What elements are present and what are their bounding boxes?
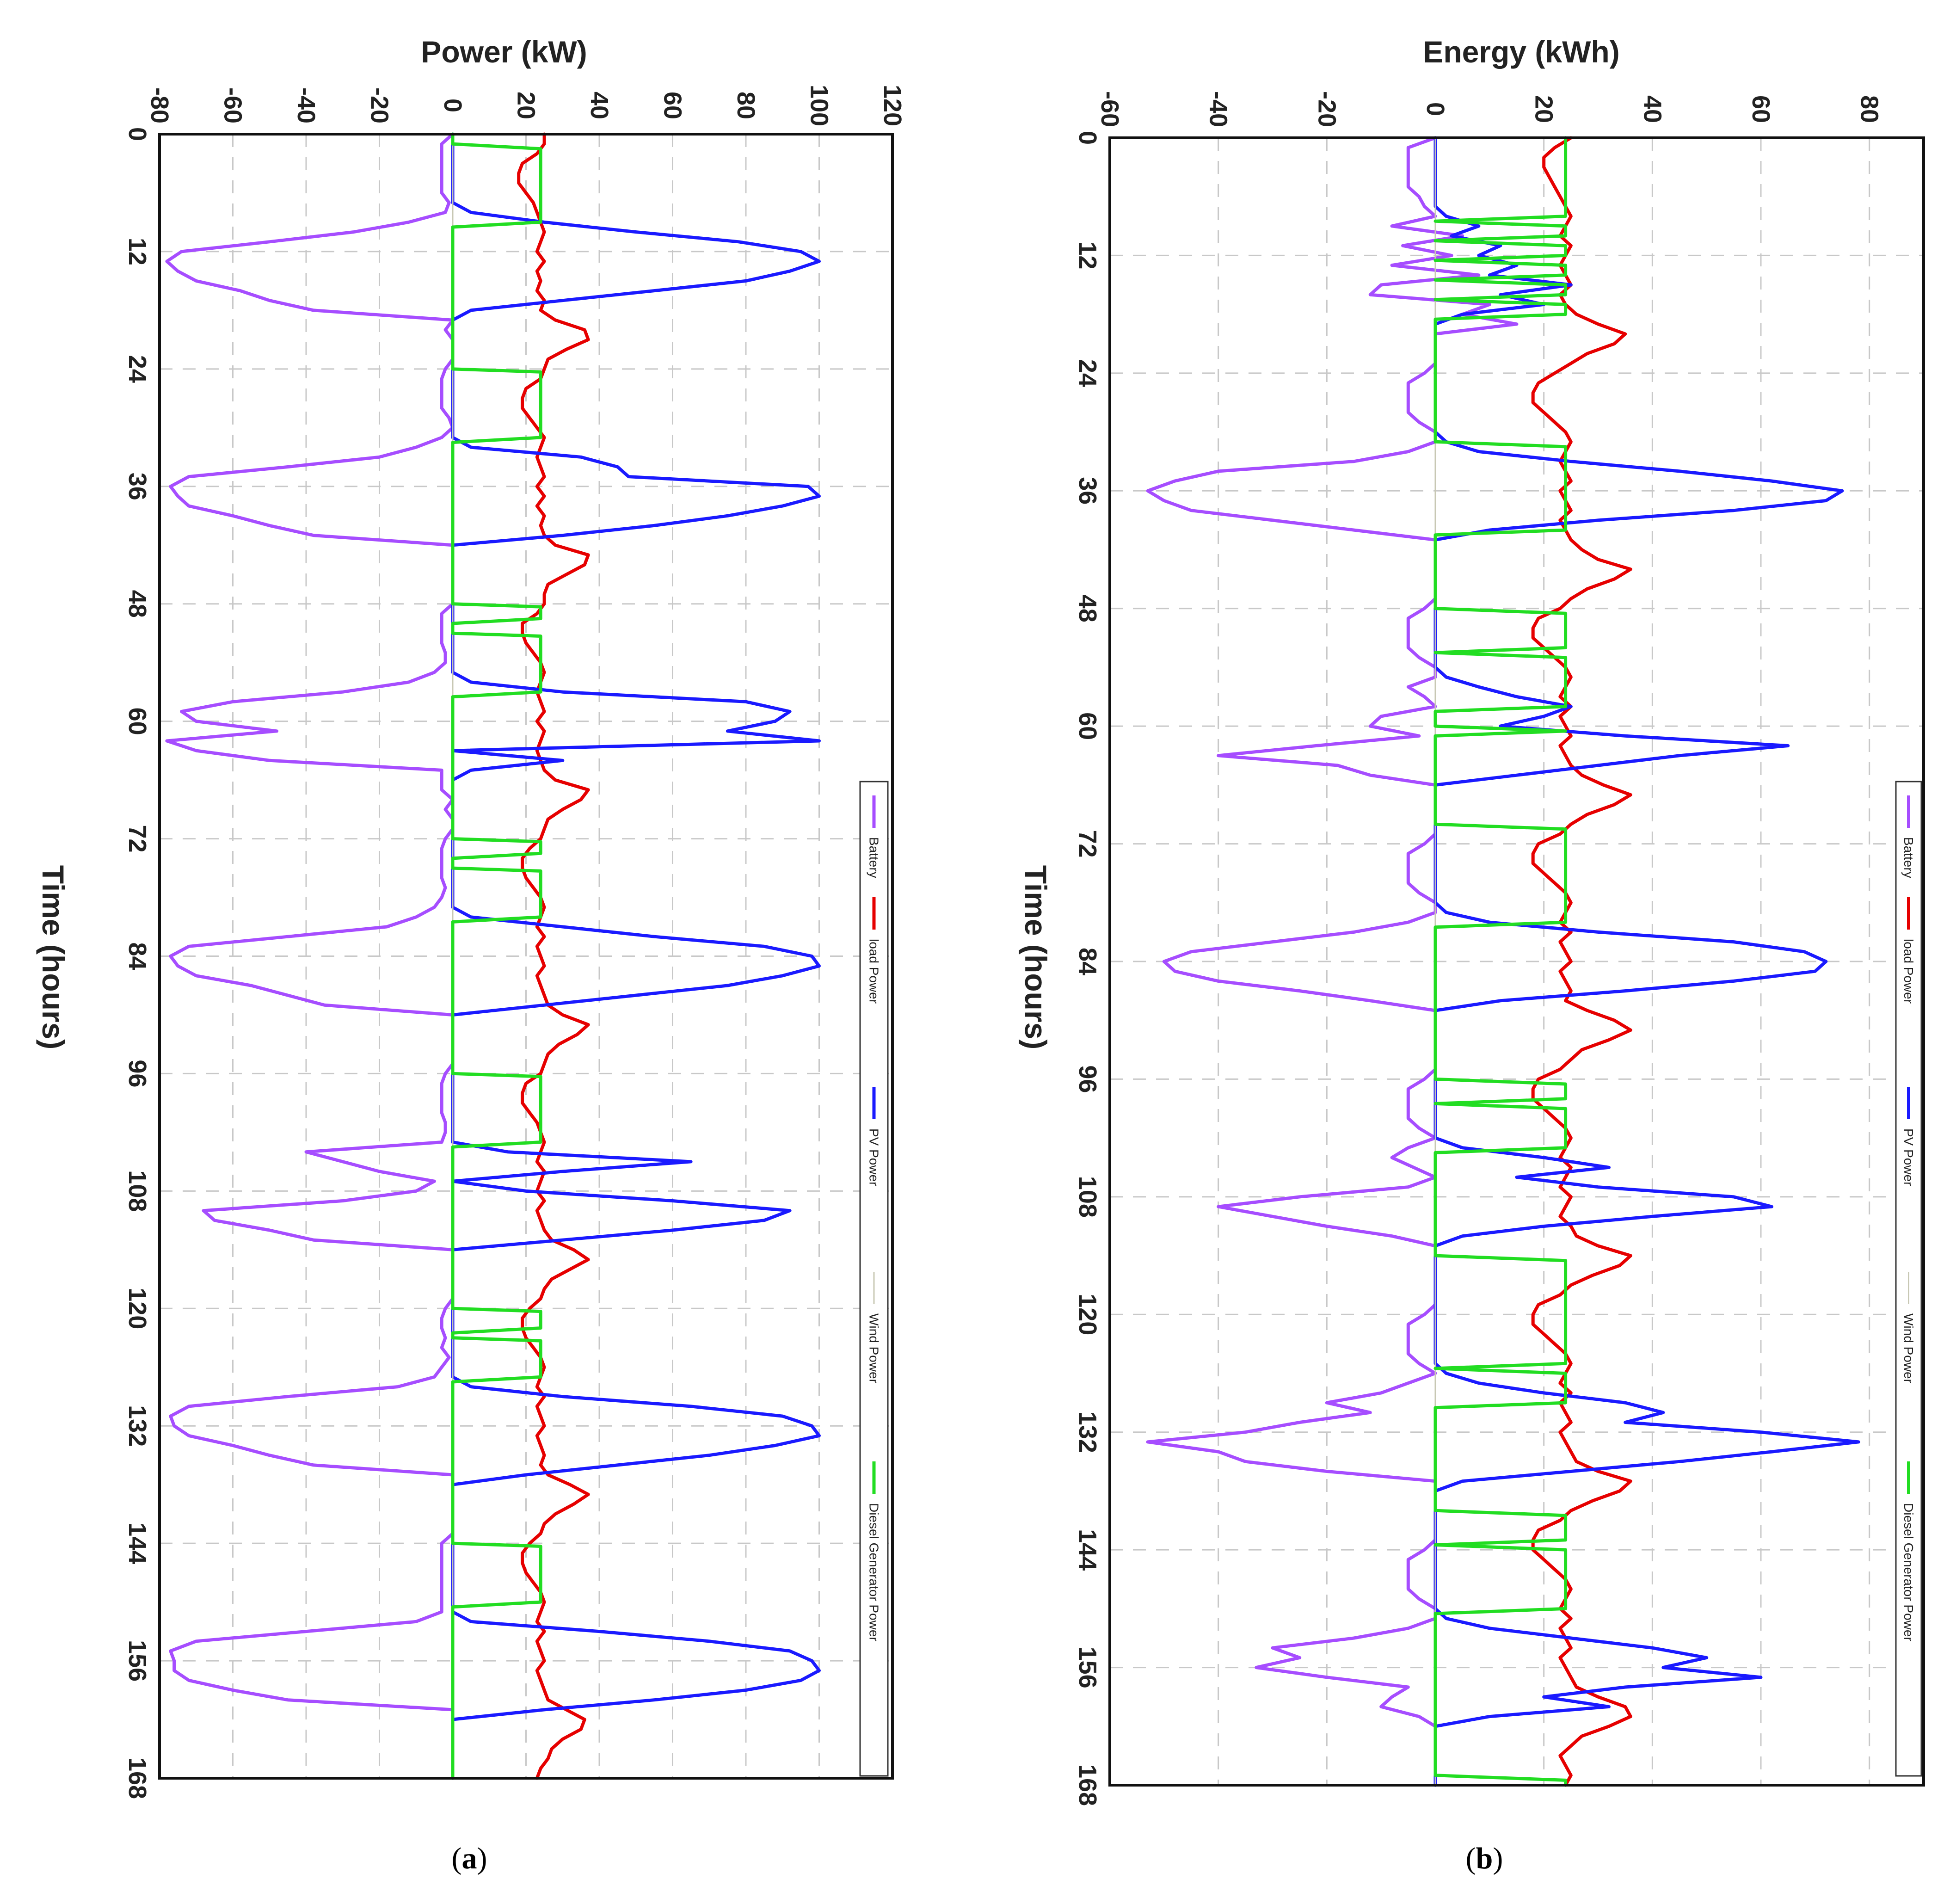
tick-label-time: 168 (123, 1757, 151, 1799)
tick-label-value: 40 (1638, 95, 1666, 123)
tick-label-value: -40 (1205, 91, 1232, 127)
tick-label-time: 36 (1074, 477, 1101, 505)
tick-label-value: 20 (512, 92, 540, 119)
tick-label-value: -20 (1313, 91, 1341, 127)
tick-labels-a: -80 -60 -40 -20 0 20 40 60 80 100 120 0 12 24 36 48 60 72… (123, 85, 906, 1799)
legend-label-pv-power: PV Power (867, 1128, 881, 1186)
tick-label-value: 0 (439, 99, 467, 112)
tick-label-time: 0 (123, 127, 151, 141)
y-axis-label-a: Power (kW) (421, 35, 587, 69)
tick-label-time: 120 (1074, 1294, 1101, 1335)
tick-label-value: 120 (879, 85, 906, 126)
tick-label-value: 60 (1747, 95, 1775, 123)
series-line-load-power (1531, 136, 1632, 1787)
tick-label-time: 60 (1074, 712, 1101, 740)
tick-label-value: 0 (1421, 102, 1449, 116)
tick-label-value: -40 (292, 87, 320, 123)
legend-label-wind-power: Wind Power (1901, 1313, 1916, 1383)
series-group-b (1146, 136, 1860, 1787)
tick-label-value: 80 (732, 92, 760, 119)
tick-label-time: 12 (1074, 241, 1101, 269)
series-line-diesel-generator-power (1433, 136, 1568, 1787)
tick-label-time: 156 (1074, 1647, 1101, 1688)
legend-label-battery: Battery (1901, 837, 1916, 878)
caption-b-letter: b (1476, 1842, 1493, 1875)
caption-b: (b) (1466, 1842, 1503, 1875)
tick-label-time: 12 (123, 238, 151, 265)
legend-label-battery: Battery (867, 837, 881, 878)
legend-b: Battery load Power PV Power Wind Power Diese… (1895, 781, 1922, 1777)
tick-label-time: 72 (123, 825, 151, 853)
tick-label-time: 84 (1074, 948, 1101, 975)
tick-label-time: 60 (123, 708, 151, 735)
tick-label-time: 72 (1074, 830, 1101, 858)
tick-label-time: 24 (123, 355, 151, 383)
tick-label-time: 144 (1074, 1529, 1101, 1571)
tick-label-time: 168 (1074, 1764, 1101, 1806)
legend-label-wind-power: Wind Power (867, 1313, 881, 1383)
tick-label-time: 108 (1074, 1176, 1101, 1218)
tick-label-value: 40 (585, 92, 613, 119)
tick-label-time: 96 (123, 1060, 151, 1087)
legend-label-load-power: load Power (867, 939, 881, 1004)
tick-labels-b: -60 -40 -20 0 20 40 60 80 0 12 24 36 48 60 72 84 96 108 12… (1074, 91, 1883, 1806)
series-group-a (165, 132, 821, 1780)
chart-panel-b: -60 -40 -20 0 20 40 60 80 0 12 24 36 48 60 72 84 96 108 12… (1019, 35, 1925, 1806)
tick-label-time: 144 (123, 1522, 151, 1564)
tick-label-value: 100 (806, 85, 833, 126)
plot-frame-b (1108, 136, 1925, 1787)
tick-label-time: 0 (1074, 131, 1101, 145)
tick-label-value: -60 (219, 87, 247, 123)
x-axis-label-a: Time (hours) (36, 865, 70, 1049)
tick-label-time: 108 (123, 1170, 151, 1212)
series-line-load-power (517, 132, 590, 1780)
legend-label-pv-power: PV Power (1901, 1128, 1916, 1186)
tick-label-value: -20 (366, 87, 394, 123)
legend-label-diesel-generator-power: Diesel Generator Power (1901, 1503, 1916, 1641)
caption-a-letter: a (462, 1842, 477, 1875)
tick-label-time: 36 (123, 473, 151, 500)
plot-frame-a (158, 133, 894, 1780)
tick-label-value: -60 (1096, 91, 1124, 127)
tick-label-time: 156 (123, 1640, 151, 1682)
tick-label-value: 20 (1530, 95, 1558, 123)
tick-label-value: -80 (146, 87, 173, 123)
legend-a: Battery load Power PV Power Wind Power Diese… (859, 781, 889, 1777)
tick-label-time: 132 (123, 1405, 151, 1447)
tick-label-time: 24 (1074, 359, 1101, 387)
tick-label-value: 80 (1856, 95, 1883, 123)
tick-label-time: 48 (123, 590, 151, 618)
caption-a: (a) (452, 1842, 487, 1875)
tick-label-value: 60 (659, 92, 687, 119)
grid-lines-b (1110, 138, 1924, 1785)
tick-label-time: 120 (123, 1288, 151, 1329)
legend-label-diesel-generator-power: Diesel Generator Power (867, 1503, 881, 1641)
chart-panel-a: -80 -60 -40 -20 0 20 40 60 80 100 120 0 12 24 36 48 60 72… (36, 35, 906, 1799)
legend-label-load-power: load Power (1901, 939, 1916, 1004)
x-axis-label-b: Time (hours) (1019, 865, 1053, 1049)
tick-label-time: 96 (1074, 1065, 1101, 1093)
series-line-diesel-generator-power (451, 132, 542, 1780)
y-axis-label-b: Energy (kWh) (1423, 35, 1619, 69)
tick-label-time: 84 (123, 942, 151, 970)
tick-label-time: 48 (1074, 595, 1101, 622)
tick-label-time: 132 (1074, 1411, 1101, 1453)
